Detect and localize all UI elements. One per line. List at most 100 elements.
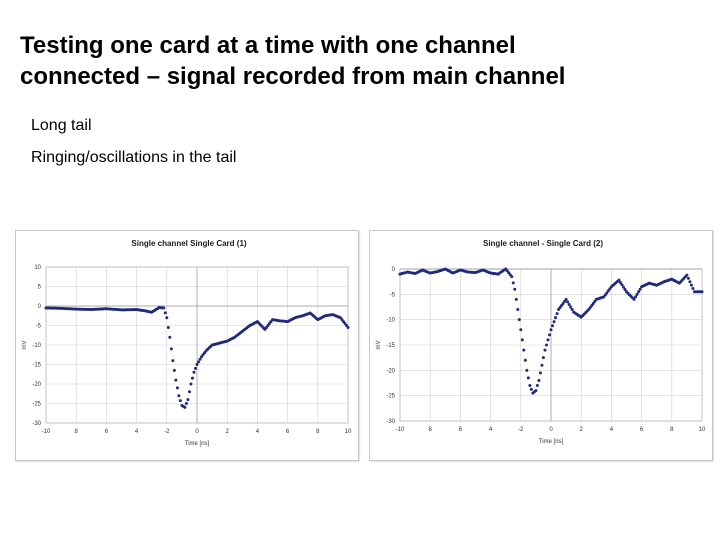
data-point	[700, 290, 704, 294]
data-point	[620, 283, 624, 287]
data-point	[685, 273, 689, 277]
data-point	[570, 308, 574, 312]
x-tick-label: 4	[610, 427, 614, 433]
y-tick-label: -5	[36, 324, 42, 330]
data-point	[535, 384, 539, 388]
data-point	[193, 366, 197, 370]
data-point	[187, 390, 191, 394]
data-point	[346, 325, 350, 329]
data-point	[514, 297, 518, 301]
data-point	[174, 378, 178, 382]
data-point	[519, 328, 523, 332]
y-tick-label: -5	[390, 292, 396, 298]
data-point	[566, 300, 570, 304]
data-point	[195, 363, 199, 366]
data-point	[537, 378, 541, 382]
data-point	[528, 384, 532, 388]
data-point	[638, 287, 642, 291]
data-point	[163, 311, 167, 315]
y-tick-label: -15	[32, 363, 41, 369]
y-tick-label: -10	[32, 343, 41, 349]
x-tick-label: 4	[489, 427, 493, 433]
data-point	[175, 386, 179, 390]
data-point	[543, 348, 547, 352]
data-point	[555, 312, 559, 316]
x-tick-label: 8	[429, 427, 433, 433]
data-point	[632, 297, 636, 301]
x-axis-label: Time [ns]	[185, 441, 210, 447]
y-tick-label: -30	[32, 421, 41, 427]
data-point	[617, 278, 621, 282]
data-point	[534, 389, 538, 393]
data-point	[192, 370, 196, 374]
chart-title: Single channel - Single Card (2)	[483, 239, 603, 248]
data-point	[198, 357, 202, 361]
y-axis-label: mV	[376, 341, 382, 350]
data-point	[688, 280, 692, 284]
y-tick-label: 0	[38, 304, 42, 310]
data-point	[618, 280, 622, 284]
data-point	[637, 290, 641, 294]
data-point	[189, 382, 193, 386]
data-point	[184, 402, 188, 405]
data-point	[190, 376, 194, 380]
data-point	[526, 376, 530, 380]
data-point	[510, 275, 514, 279]
y-tick-label: -20	[386, 368, 395, 374]
data-point	[634, 295, 638, 299]
x-tick-label: 2	[580, 427, 584, 433]
chart-panel-card-2: Single channel - Single Card (2) 0 -5 -10 -1…	[369, 230, 713, 461]
y-tick-label: 0	[392, 267, 396, 273]
data-point	[540, 363, 544, 367]
data-point	[635, 292, 639, 296]
data-point	[522, 348, 526, 352]
x-tick-label: 0	[549, 427, 553, 433]
y-axis-label: mV	[22, 341, 28, 350]
data-point	[168, 335, 172, 339]
chart-card-2: Single channel - Single Card (2) 0 -5 -10 -1…	[376, 239, 706, 445]
data-point	[621, 285, 625, 289]
y-tick-label: 5	[38, 285, 42, 291]
data-point	[165, 316, 169, 320]
data-point	[551, 324, 555, 328]
data-point	[554, 316, 558, 320]
y-tick-label: -20	[32, 382, 41, 388]
data-point	[564, 297, 568, 301]
chart-title: Single channel Single Card (1)	[131, 239, 246, 248]
data-point	[541, 356, 545, 360]
slide-title: Testing one card at a time with one chan…	[20, 30, 710, 92]
data-point	[511, 281, 515, 285]
data-point	[544, 343, 548, 347]
data-point	[169, 347, 173, 351]
x-tick-label: -2	[518, 427, 524, 433]
data-point	[567, 302, 571, 306]
data-point	[513, 287, 517, 291]
x-tick-label: 8	[316, 429, 320, 435]
x-tick-label: 0	[195, 429, 199, 435]
data-point	[177, 394, 181, 398]
y-tick-label: -15	[386, 343, 395, 349]
data-point	[547, 333, 551, 337]
data-point	[538, 371, 542, 375]
y-tick-label: 10	[34, 265, 41, 271]
chart-panel-card-1: Single channel Single Card (1) 10 5 0 -5 -10-…	[15, 230, 359, 461]
y-tick-label: -25	[32, 402, 41, 408]
chart-card-1: Single channel Single Card (1)1050-5-10-…	[22, 239, 352, 447]
data-point	[689, 283, 693, 287]
bullet-ringing: Ringing/oscillations in the tail	[31, 149, 237, 166]
y-tick-label: -25	[386, 394, 395, 400]
data-point	[546, 338, 550, 342]
data-point	[552, 320, 556, 324]
data-point	[516, 308, 520, 312]
x-tick-label: 6	[286, 429, 290, 435]
data-point	[183, 405, 187, 409]
x-tick-label: -10	[396, 427, 405, 433]
slide-title-line1: Testing one card at a time with one chan…	[20, 32, 516, 59]
data-point	[691, 286, 695, 290]
x-tick-label: 10	[699, 427, 706, 433]
x-tick-label: 6	[105, 429, 109, 435]
data-point	[197, 360, 201, 364]
data-point	[172, 368, 176, 372]
x-tick-label: -10	[42, 429, 51, 435]
bullet-list: Long tail Ringing/oscillations in the ta…	[31, 116, 236, 180]
